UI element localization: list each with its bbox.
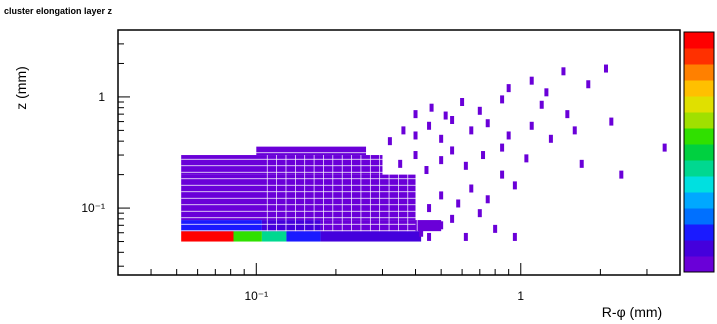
sparse-cell [450, 214, 455, 223]
colorbar-swatch [684, 208, 714, 225]
sparse-cell [443, 111, 448, 120]
colorbar-frame [683, 31, 715, 273]
sparse-cell [512, 232, 517, 241]
colorbar-swatch [684, 48, 714, 65]
sparse-cell [413, 151, 418, 160]
sparse-cell [439, 134, 444, 143]
sparse-cell [456, 199, 461, 208]
bin-gridlines [181, 145, 418, 232]
sparse-cell [548, 134, 553, 143]
heatmap-cell [181, 155, 383, 175]
heatmap-cell [181, 220, 262, 232]
colorbar-swatch [684, 256, 714, 273]
sparse-cell [419, 228, 424, 237]
heatmap-cell [320, 231, 422, 242]
sparse-cell [450, 146, 455, 155]
sparse-cell [500, 95, 505, 104]
sparse-cell [662, 143, 667, 152]
y-axis: 10⁻¹ 1 [81, 29, 130, 267]
heatmap-sparse-cells [387, 64, 667, 241]
sparse-cell [463, 232, 468, 241]
colorbar-swatch [684, 160, 714, 177]
colorbar-swatch [684, 128, 714, 145]
heatmap-cell [320, 220, 442, 232]
x-axis-label: R-φ (mm) [602, 304, 662, 320]
heatmap-cells [181, 145, 442, 242]
sparse-cell [565, 110, 570, 119]
heatmap-cell [261, 220, 321, 232]
sparse-cell [477, 209, 482, 218]
sparse-cell [603, 64, 608, 73]
plot-frame [117, 29, 681, 276]
sparse-cell [429, 103, 434, 112]
heatmap-cell [261, 231, 287, 242]
colorbar-swatch [684, 32, 714, 49]
colorbar-swatch [684, 240, 714, 257]
sparse-cell [427, 121, 432, 130]
x-tick-label: 10⁻¹ [244, 289, 268, 303]
y-tick-label: 1 [98, 90, 105, 104]
sparse-cell [450, 115, 455, 124]
sparse-cell [424, 166, 429, 175]
colorbar-swatch [684, 80, 714, 97]
sparse-cell [401, 126, 406, 135]
sparse-cell [572, 126, 577, 135]
sparse-cell [398, 159, 403, 168]
chart-title: cluster elongation layer z [4, 6, 113, 16]
sparse-cell [524, 154, 529, 163]
sparse-cell [539, 100, 544, 109]
sparse-cell [427, 232, 432, 241]
sparse-cell [579, 159, 584, 168]
sparse-cell [439, 191, 444, 200]
sparse-cell [413, 131, 418, 140]
sparse-cell [477, 106, 482, 115]
sparse-cell [506, 131, 511, 140]
sparse-cell [529, 76, 534, 85]
sparse-cell [485, 119, 490, 128]
sparse-cell [500, 143, 505, 152]
x-axis: 10⁻¹ 1 [117, 263, 681, 303]
colorbar-swatch [684, 192, 714, 209]
sparse-cell [439, 156, 444, 165]
sparse-cell [481, 151, 486, 160]
sparse-cell [493, 224, 498, 233]
sparse-cell [469, 126, 474, 135]
sparse-cell [619, 170, 624, 179]
sparse-cell [413, 110, 418, 119]
sparse-cell [544, 88, 549, 97]
sparse-cell [586, 80, 591, 89]
colorbar [683, 31, 715, 273]
colorbar-swatch [684, 112, 714, 129]
colorbar-swatch [684, 224, 714, 241]
sparse-cell [427, 204, 432, 213]
y-tick-label: 10⁻¹ [81, 201, 105, 215]
sparse-cell [512, 181, 517, 190]
sparse-cell [469, 184, 474, 193]
sparse-cell [529, 121, 534, 130]
colorbar-swatch [684, 144, 714, 161]
y-axis-label: z (mm) [13, 66, 29, 110]
heatmap-cell [233, 231, 262, 242]
colorbar-swatch [684, 96, 714, 113]
x-tick-label: 1 [517, 289, 524, 303]
sparse-cell [561, 67, 566, 76]
sparse-cell [506, 84, 511, 93]
sparse-cell [463, 161, 468, 170]
sparse-cell [609, 117, 614, 126]
sparse-cell [387, 137, 392, 146]
heatmap-cell [286, 231, 321, 242]
sparse-cell [485, 195, 490, 204]
colorbar-swatch [684, 64, 714, 81]
sparse-cell [500, 170, 505, 179]
sparse-cell [439, 221, 444, 230]
sparse-cell [460, 98, 465, 107]
heatmap-cell [256, 146, 367, 156]
colorbar-swatch [684, 176, 714, 193]
heatmap-cell [181, 174, 416, 221]
heatmap-cell [181, 231, 234, 242]
